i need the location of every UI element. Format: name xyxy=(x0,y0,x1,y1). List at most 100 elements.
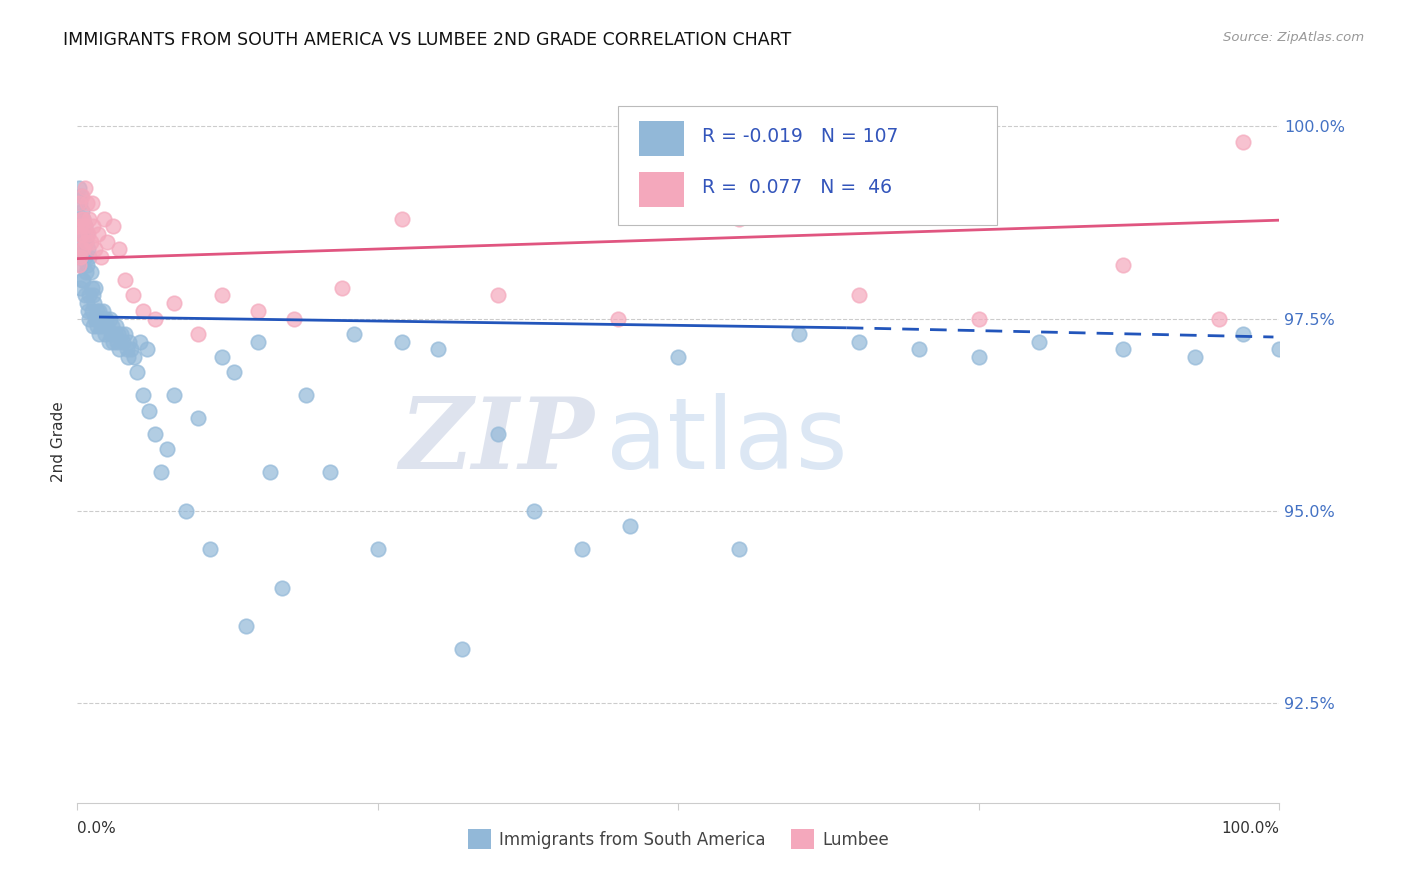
Point xyxy=(451,642,474,657)
Point xyxy=(162,296,184,310)
Point xyxy=(80,281,103,295)
Point xyxy=(76,258,98,272)
Point xyxy=(90,319,112,334)
Point xyxy=(96,319,118,334)
Point xyxy=(132,388,155,402)
Text: 100.0%: 100.0% xyxy=(1222,821,1279,836)
Point xyxy=(908,343,931,357)
Point xyxy=(76,296,98,310)
Point xyxy=(79,288,101,302)
Point xyxy=(87,227,110,241)
FancyBboxPatch shape xyxy=(638,121,685,156)
Point xyxy=(145,426,167,441)
Text: IMMIGRANTS FROM SOUTH AMERICA VS LUMBEE 2ND GRADE CORRELATION CHART: IMMIGRANTS FROM SOUTH AMERICA VS LUMBEE … xyxy=(63,31,792,49)
Point xyxy=(93,311,115,326)
Point xyxy=(87,311,110,326)
Point xyxy=(82,288,104,302)
Point xyxy=(72,211,94,226)
Point xyxy=(727,542,749,557)
Point xyxy=(127,365,149,379)
Point xyxy=(118,334,141,349)
Point xyxy=(70,227,93,241)
Point xyxy=(1232,326,1254,341)
Point xyxy=(70,227,93,241)
Point xyxy=(105,334,128,349)
Point xyxy=(98,311,121,326)
Point xyxy=(91,304,114,318)
Point xyxy=(110,326,132,341)
Point xyxy=(84,281,107,295)
FancyBboxPatch shape xyxy=(619,105,997,225)
Point xyxy=(486,426,509,441)
Point xyxy=(73,181,96,195)
Point xyxy=(67,211,90,226)
Point xyxy=(77,243,100,257)
Point xyxy=(75,265,97,279)
Point xyxy=(486,288,509,302)
Point xyxy=(246,304,269,318)
Point xyxy=(79,265,101,279)
Point xyxy=(1112,258,1135,272)
Point xyxy=(69,219,91,234)
Point xyxy=(727,211,749,226)
Point xyxy=(103,219,125,234)
Point xyxy=(70,188,93,202)
Text: ZIP: ZIP xyxy=(399,393,595,490)
Point xyxy=(67,181,90,195)
Point xyxy=(67,235,90,249)
Point xyxy=(67,227,90,241)
Point xyxy=(70,273,93,287)
Point xyxy=(145,311,167,326)
Point xyxy=(75,235,97,249)
Point xyxy=(87,304,110,318)
Point xyxy=(427,343,450,357)
Point xyxy=(108,243,131,257)
Point xyxy=(80,304,103,318)
Point xyxy=(115,343,138,357)
Point xyxy=(848,288,870,302)
Point xyxy=(848,334,870,349)
Point xyxy=(619,519,641,533)
Point xyxy=(84,311,107,326)
Point xyxy=(270,581,292,595)
Point xyxy=(86,304,108,318)
Point xyxy=(70,203,93,218)
Point xyxy=(84,243,107,257)
Point xyxy=(114,273,136,287)
Point xyxy=(150,465,173,479)
Point xyxy=(1208,311,1230,326)
Point xyxy=(198,542,221,557)
Point xyxy=(67,196,90,211)
Point xyxy=(104,326,127,341)
Point xyxy=(73,288,96,302)
Point xyxy=(72,243,94,257)
Point xyxy=(391,334,413,349)
Point xyxy=(967,311,990,326)
Point xyxy=(211,350,233,364)
Point xyxy=(86,319,108,334)
Point xyxy=(1184,350,1206,364)
Point xyxy=(1268,343,1291,357)
Point xyxy=(69,219,91,234)
Point xyxy=(523,504,546,518)
Point xyxy=(121,288,143,302)
Point xyxy=(330,281,353,295)
Text: R =  0.077   N =  46: R = 0.077 N = 46 xyxy=(703,178,893,197)
Point xyxy=(77,304,100,318)
Point xyxy=(1232,135,1254,149)
Text: 0.0%: 0.0% xyxy=(77,821,117,836)
Point xyxy=(94,326,117,341)
Y-axis label: 2nd Grade: 2nd Grade xyxy=(51,401,66,482)
Point xyxy=(72,211,94,226)
Point xyxy=(222,365,245,379)
Point xyxy=(122,350,145,364)
Point xyxy=(100,326,122,341)
Point xyxy=(69,250,91,264)
Point xyxy=(174,504,197,518)
Point xyxy=(319,465,342,479)
Text: R = -0.019   N = 107: R = -0.019 N = 107 xyxy=(703,128,898,146)
Point xyxy=(69,250,91,264)
Point xyxy=(69,281,91,295)
Point xyxy=(103,334,125,349)
Point xyxy=(156,442,179,457)
